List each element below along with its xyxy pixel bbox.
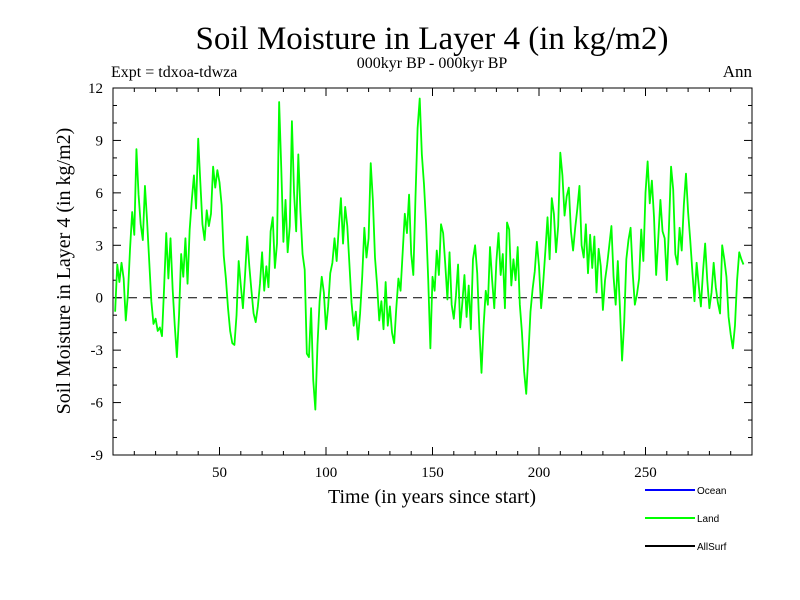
- x-tick-label: 200: [528, 465, 551, 481]
- experiment-label: Expt = tdxoa-tdwza: [111, 64, 237, 81]
- legend: Ocean Land AllSurf: [645, 486, 727, 553]
- series-line-land: [114, 97, 745, 411]
- x-tick-label: 150: [421, 465, 444, 481]
- season-label: Ann: [723, 62, 753, 81]
- y-tick-label: 0: [96, 291, 104, 307]
- y-tick-label: 9: [96, 133, 104, 149]
- legend-label: Land: [697, 514, 719, 525]
- y-tick-label: 6: [96, 186, 104, 202]
- y-axis-label: Soil Moisture in Layer 4 (in kg/m2): [53, 128, 75, 415]
- plot-frame: [112, 87, 753, 456]
- x-tick-label: 100: [315, 465, 338, 481]
- x-tick-label: 50: [212, 465, 227, 481]
- chart-subtitle: 000kyr BP - 000kyr BP: [357, 55, 508, 72]
- legend-label: Ocean: [697, 486, 726, 497]
- y-tick-label: -3: [91, 343, 104, 359]
- y-tick-label: -6: [91, 396, 104, 412]
- legend-label: AllSurf: [697, 542, 727, 553]
- y-tick-label: -9: [91, 448, 104, 464]
- y-tick-label: 3: [96, 238, 104, 254]
- y-tick-label: 12: [88, 81, 103, 97]
- x-axis-label: Time (in years since start): [328, 486, 536, 508]
- chart-title: Soil Moisture in Layer 4 (in kg/m2): [196, 21, 669, 57]
- x-tick-label: 250: [634, 465, 657, 481]
- plot-area: -9 -6 -3 0 3 6 9 12 50 100 150 200 250: [88, 81, 753, 481]
